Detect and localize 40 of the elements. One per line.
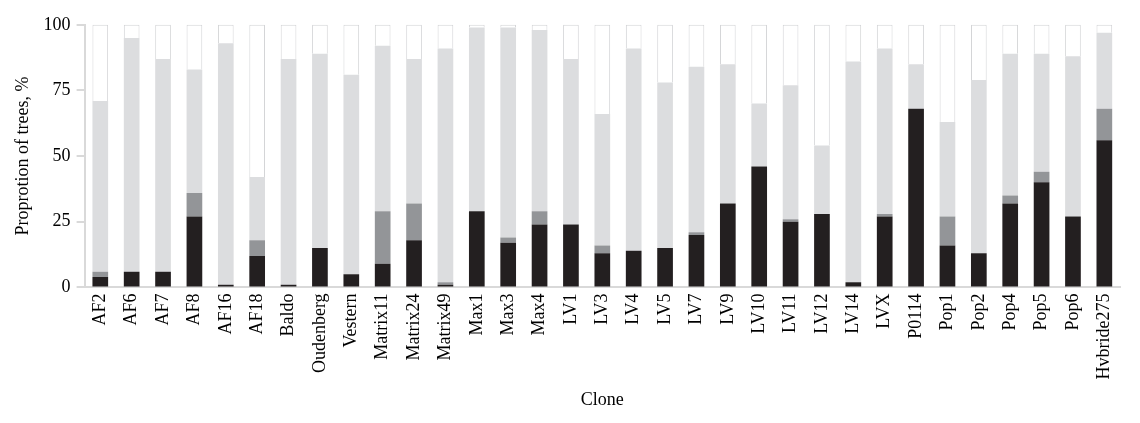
x-tick-label: Pop5 [1030,293,1051,331]
x-tick-label: AF2 [89,293,110,326]
x-tick-label: Matrix49 [434,293,455,361]
x-tick-label: Matrix24 [402,293,423,361]
x-axis-title: Clone [580,388,624,409]
x-tick-label: AF6 [120,293,141,326]
y-tick-label: 50 [52,144,71,165]
x-tick-label: LV3 [591,293,612,325]
x-tick-label: AF16 [214,293,235,335]
x-tick-label: AF8 [183,293,204,326]
x-tick-label: LV7 [685,293,706,325]
x-tick-label: Pop6 [1061,293,1082,331]
x-tick-label: LV11 [779,293,800,334]
x-tick-label: Vestern [340,293,361,348]
x-tick-label: AF18 [245,293,266,335]
x-tick-label: LV4 [622,293,643,325]
x-tick-label: LV12 [810,293,831,334]
x-tick-label: Pop2 [967,293,988,331]
x-tick-label: LV9 [716,293,737,325]
x-tick-label: Pop4 [998,293,1019,331]
x-tick-label: Max1 [465,293,486,336]
y-tick-label: 100 [43,13,71,34]
x-tick-label: Pop1 [936,293,957,331]
x-tick-label: Max4 [528,293,549,336]
x-tick-label: LV10 [747,293,768,334]
x-tick-label: Hvbride275 [1093,293,1114,380]
x-tick-label: LV14 [842,293,863,334]
x-tick-label: LV5 [653,293,674,325]
x-tick-label: LVX [873,293,894,329]
x-tick-label: Matrix11 [371,293,392,360]
x-tick-label: AF7 [151,293,172,326]
x-tick-label: P0114 [904,293,925,339]
y-tick-label: 0 [61,276,71,297]
y-tick-label: 75 [52,79,71,100]
y-axis-title: Proprotion of trees, % [11,76,32,236]
y-tick-label: 25 [52,210,71,231]
x-tick-label: Max3 [496,293,517,336]
x-tick-label: Baldo [277,293,298,337]
x-tick-label: LV1 [559,293,580,325]
x-tick-label: Oudenberg [308,293,329,374]
